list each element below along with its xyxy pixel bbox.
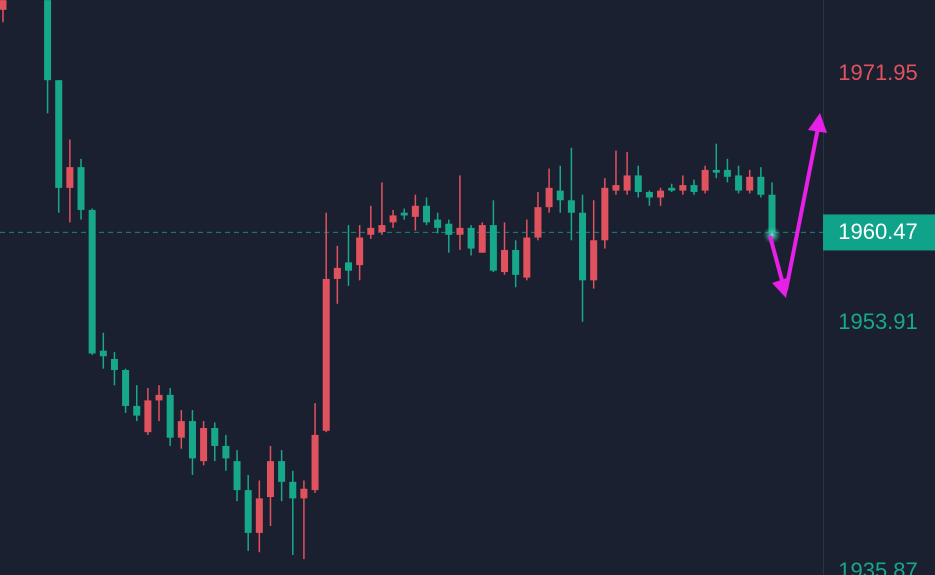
candle-body <box>322 278 330 431</box>
candle-body <box>701 169 709 191</box>
candle-body <box>512 249 520 275</box>
candle-body <box>434 219 442 228</box>
candle-body <box>456 227 464 235</box>
candle-body <box>423 205 431 223</box>
candle-body <box>567 200 575 213</box>
candle-body <box>389 215 397 223</box>
candle-body <box>144 400 152 433</box>
candle-body <box>367 227 375 235</box>
candle-body <box>545 187 553 208</box>
candle-body <box>44 0 52 81</box>
candle-body <box>378 225 386 233</box>
candle-body <box>411 205 419 217</box>
candle-body <box>523 237 531 278</box>
candle-body <box>99 350 107 357</box>
candle-body <box>200 428 208 462</box>
candle-body <box>668 187 676 191</box>
candle-body <box>735 175 743 191</box>
candle-body <box>445 223 453 235</box>
candle-body <box>746 176 754 191</box>
candle-body <box>679 185 687 191</box>
candle-body <box>757 176 765 195</box>
candle-body <box>311 434 319 491</box>
candle-body <box>278 461 286 482</box>
candle-body <box>222 445 230 459</box>
candle-body <box>333 267 341 279</box>
candle-body <box>188 421 196 459</box>
candle-body <box>723 169 731 177</box>
y-tick-label: 1971.95 <box>838 60 918 85</box>
candle-body <box>534 207 542 238</box>
candle-body <box>634 175 642 192</box>
candle-body <box>501 249 509 273</box>
candle-body <box>400 212 408 216</box>
candle-body <box>211 428 219 446</box>
arrow-down <box>768 235 786 289</box>
candle-body <box>66 167 74 188</box>
candle-body <box>155 394 163 401</box>
candle-body <box>166 394 174 438</box>
plot-area <box>0 0 823 560</box>
y-tick-label: 1953.91 <box>838 309 918 334</box>
candle-body <box>0 0 7 10</box>
arrow-up <box>784 127 820 291</box>
candle-body <box>233 461 241 491</box>
candle-body <box>266 461 274 498</box>
candle-body <box>55 80 63 188</box>
candle-body <box>356 237 364 266</box>
candle-body <box>712 169 720 173</box>
candle-body <box>110 358 118 371</box>
candle-body <box>690 185 698 192</box>
candle-body <box>289 481 297 499</box>
candle-body <box>657 190 665 198</box>
price-axis: 1971.95 1953.91 1935.87 1960.47 <box>823 60 935 575</box>
annotation-arrows <box>763 113 827 298</box>
candle-body <box>177 421 185 438</box>
candle-body <box>88 209 96 354</box>
current-price-box <box>823 214 935 251</box>
current-price-label: 1960.47 <box>838 219 918 244</box>
candle-body <box>344 262 352 271</box>
candle-body <box>612 185 620 191</box>
candle-body <box>645 191 653 198</box>
candle-body <box>133 405 141 416</box>
candle-body <box>467 227 475 249</box>
y-tick-label: 1935.87 <box>838 558 918 575</box>
candle-body <box>556 190 564 201</box>
candle-body <box>590 240 598 281</box>
candle-body <box>77 167 85 210</box>
candle-body <box>579 212 587 281</box>
candle-body <box>489 225 497 271</box>
candle-body <box>601 187 609 241</box>
arrow-head <box>808 113 827 133</box>
candle-body <box>255 498 263 533</box>
candle-body <box>768 194 776 233</box>
candle-body <box>122 370 130 406</box>
candle-body <box>300 488 308 499</box>
candle-body <box>478 225 486 253</box>
price-glow <box>763 226 781 244</box>
candle-body <box>623 175 631 191</box>
candle-body <box>244 490 252 533</box>
